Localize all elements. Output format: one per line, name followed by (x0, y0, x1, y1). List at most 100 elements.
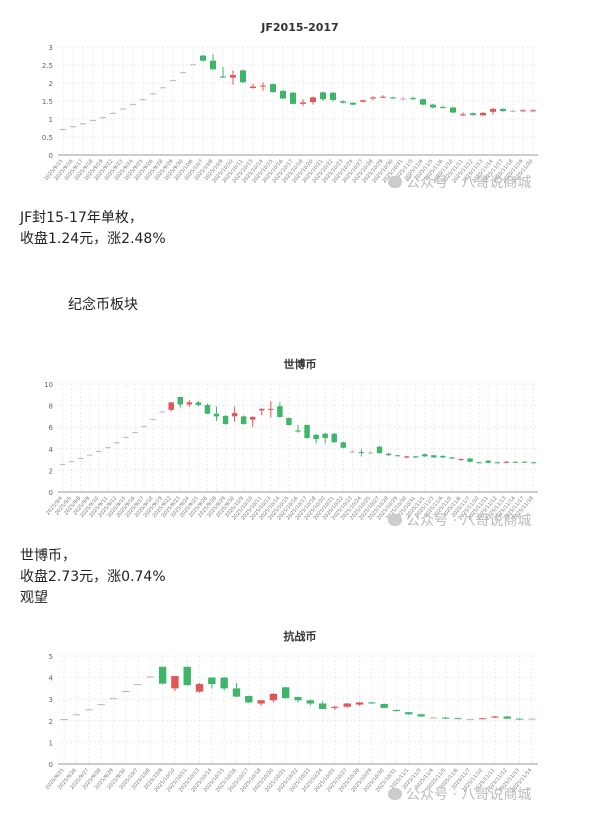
candle-body (294, 697, 302, 701)
candle-body (146, 676, 154, 678)
y-tick-label: 2 (49, 718, 53, 726)
y-tick-label: 0 (49, 761, 53, 769)
section-heading: 纪念币板块 (68, 297, 138, 313)
candle-body (186, 402, 193, 405)
y-tick-label: 0.5 (42, 134, 53, 142)
candle-body (177, 396, 183, 405)
candle-body (306, 700, 314, 704)
candle-body (460, 114, 466, 116)
candle-body (120, 108, 126, 110)
candle-body (431, 455, 437, 458)
candle-body (310, 97, 316, 103)
candle-body (90, 120, 96, 122)
candle-body (290, 92, 296, 104)
candle-body (440, 107, 446, 109)
candle-body (130, 104, 136, 106)
candle-body (97, 704, 105, 706)
candle-body (370, 97, 376, 99)
candle-body (240, 70, 246, 83)
candle-body (300, 102, 306, 104)
candle-body (150, 419, 156, 421)
candle-body (400, 98, 406, 100)
candle-body (355, 702, 364, 705)
candle-body (170, 80, 176, 82)
y-tick-label: 2 (49, 80, 53, 88)
chart-title: 世博币 (284, 357, 317, 371)
candle-body (110, 112, 116, 114)
candle-body (250, 86, 256, 89)
candle-body (510, 110, 516, 112)
candle-body (158, 666, 167, 684)
chart-title: 抗战币 (284, 629, 317, 643)
y-tick-label: 0 (49, 489, 53, 497)
y-tick-label: 10 (44, 381, 53, 389)
candle-body (195, 684, 204, 692)
candle-body (114, 442, 120, 444)
chart-jf2015-2017: JF2015-201700.511.522.532025/9/152025/9/… (42, 21, 538, 184)
candle-body (59, 463, 66, 465)
candle-body (458, 459, 464, 461)
candle-body (72, 714, 81, 716)
candle-body (413, 456, 419, 458)
candle-body (160, 87, 166, 89)
candle-body (245, 695, 253, 703)
jf-summary: JF封15-17年单枚， 收盘1.24元，涨2.48% (20, 208, 166, 250)
candle-body (368, 702, 376, 704)
candle-body (500, 108, 506, 112)
candle-body (376, 446, 383, 454)
candle-body (134, 684, 142, 686)
candle-body (454, 718, 462, 720)
candle-body (503, 461, 510, 463)
candle-body (449, 457, 455, 459)
candle-body (394, 455, 401, 457)
candle-body (269, 693, 278, 701)
shibo-summary: 世博币， 收盘2.73元，涨0.74% 观望 (20, 546, 166, 609)
candle-body (240, 416, 247, 424)
y-tick-label: 2 (49, 467, 53, 475)
candle-body (470, 113, 476, 116)
candle-body (450, 107, 456, 113)
candle-body (70, 126, 76, 128)
y-tick-label: 1 (49, 739, 53, 747)
candle-body (96, 450, 102, 452)
candle-body (330, 92, 336, 100)
candle-body (405, 712, 413, 715)
shibo-summary-line2: 收盘2.73元，涨0.74% (20, 569, 166, 585)
candle-body (257, 700, 265, 704)
candle-body (485, 460, 491, 463)
candle-body (530, 462, 537, 464)
candle-body (77, 457, 84, 459)
candle-body (68, 461, 75, 463)
candle-body (318, 703, 327, 709)
candle-body (440, 455, 446, 458)
candle-body (270, 84, 276, 92)
candle-body (340, 442, 346, 448)
y-tick-label: 1 (49, 116, 53, 124)
jf-summary-line1: JF封15-17年单枚， (20, 210, 143, 226)
candle-body (490, 108, 496, 112)
y-tick-label: 5 (49, 653, 53, 661)
watermark-text: 公众号 · 八哥说商城 (406, 787, 532, 803)
candle-body (491, 716, 499, 718)
y-tick-label: 0 (49, 152, 53, 160)
candle-body (429, 717, 438, 719)
watermark-text: 公众号 · 八哥说商城 (406, 513, 532, 529)
candle-body (60, 719, 68, 721)
candle-body (494, 462, 500, 464)
candle-body (512, 461, 519, 463)
candle-body (183, 666, 191, 686)
watermark: 公众号 · 八哥说商城 (388, 510, 531, 530)
candle-body (349, 451, 356, 453)
candle-body (150, 93, 156, 95)
candle-body (467, 458, 473, 462)
shibo-summary-line1: 世博币， (20, 548, 76, 564)
candle-body (122, 690, 130, 692)
candle-body (141, 426, 147, 428)
candle-body (213, 413, 220, 417)
chart-kangzhan: 抗战币0123452025/9/252025/9/262025/9/272025… (45, 629, 538, 793)
candle-body (230, 75, 236, 78)
candle-body (417, 714, 425, 717)
y-tick-label: 3 (49, 696, 53, 704)
candle-body (171, 676, 179, 689)
chart-shibo: 世博币02468102025/9/42025/9/52025/9/82025/9… (44, 357, 538, 521)
